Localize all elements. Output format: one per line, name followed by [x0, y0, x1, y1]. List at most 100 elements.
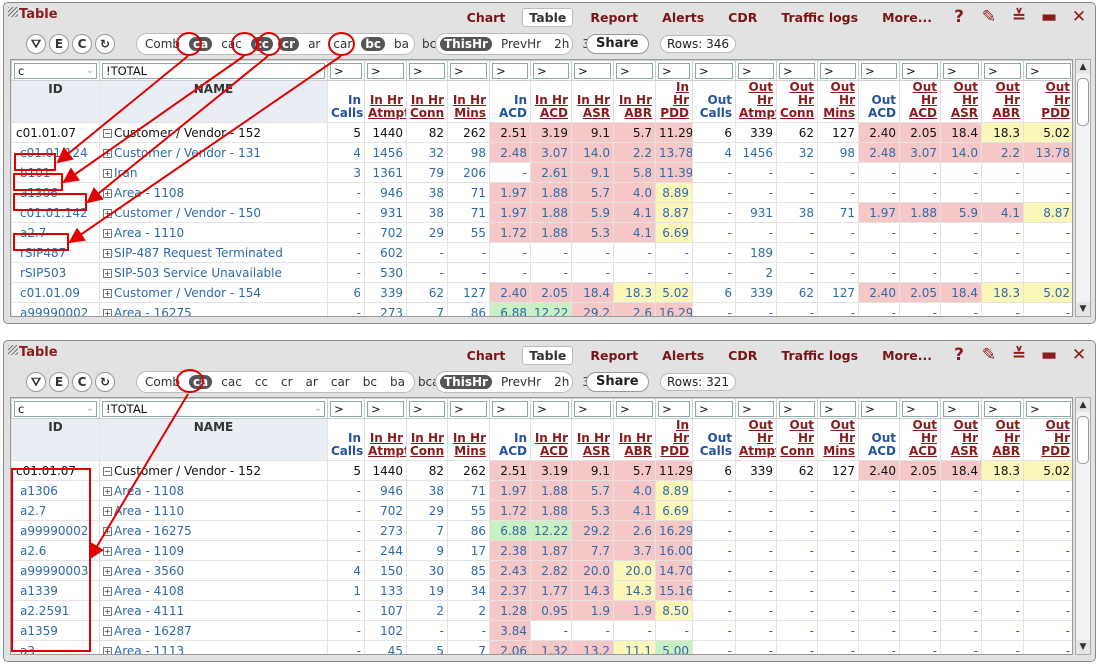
scroll-down-icon[interactable]: ▼: [1076, 640, 1090, 654]
chevron-down-icon[interactable]: ⌄: [313, 402, 322, 414]
col-header-metric[interactable]: Out Hr Atmpt: [735, 418, 777, 461]
menu-table[interactable]: Table: [522, 345, 574, 365]
metric-filter-input[interactable]: >: [574, 400, 611, 417]
help-icon[interactable]: ?: [954, 7, 964, 27]
expand-icon[interactable]: +: [103, 506, 112, 516]
table-row[interactable]: a99990003 + Area - 3560 4 150 30 85 2.43 2.82 20.…: [11, 560, 1072, 581]
group-tag-bc[interactable]: bc: [362, 375, 377, 389]
scroll-thumb[interactable]: [1077, 78, 1089, 126]
metric-filter-input[interactable]: >: [1026, 62, 1071, 79]
metric-filter-input[interactable]: >: [409, 400, 445, 417]
help-icon[interactable]: ?: [954, 345, 964, 365]
metric-filter-input[interactable]: >: [574, 62, 611, 79]
col-header-metric[interactable]: Out Hr Conn: [776, 418, 818, 461]
menu-report[interactable]: Report: [590, 9, 639, 25]
metric-filter-input[interactable]: >: [902, 62, 938, 79]
group-tag-bca[interactable]: bca: [417, 375, 440, 389]
metric-filter-input[interactable]: >: [695, 400, 733, 417]
menu-traffic-logs[interactable]: Traffic logs: [781, 9, 859, 25]
menu-traffic-logs[interactable]: Traffic logs: [781, 347, 859, 363]
col-header-metric[interactable]: In Hr Mins: [447, 80, 490, 123]
col-header-metric[interactable]: In Hr ACD: [530, 80, 572, 123]
resize-grip-icon[interactable]: [8, 345, 18, 355]
table-row[interactable]: a2.2591 + Area - 4111-107 2 2 1.28 0.95 1.9 1.9 8…: [11, 600, 1072, 621]
col-header-metric[interactable]: Out Calls: [692, 80, 736, 123]
table-row[interactable]: a1339 + Area - 4108 1 133 19 34 2.37 1.77 14.3 14.…: [11, 580, 1072, 601]
scroll-up-icon[interactable]: ▲: [1076, 398, 1090, 412]
row-name[interactable]: Area - 16287: [114, 623, 192, 638]
group-tag-bc[interactable]: bc: [361, 37, 385, 51]
expand-icon[interactable]: +: [103, 168, 112, 178]
chevron-down-icon[interactable]: ⌄: [85, 402, 94, 414]
row-name[interactable]: Iran: [114, 165, 138, 180]
scroll-thumb[interactable]: [1077, 416, 1089, 464]
edit-icon[interactable]: ✎: [981, 345, 997, 365]
col-header-metric[interactable]: Out Hr ACD: [899, 80, 941, 123]
col-header-metric[interactable]: Out Hr ABR: [981, 418, 1024, 461]
row-name[interactable]: Area - 16275: [114, 305, 192, 317]
expand-icon[interactable]: +: [103, 606, 112, 616]
expand-icon[interactable]: +: [103, 148, 112, 158]
table-row[interactable]: a99990002 + Area - 16275-273 7 86 6.88 12.22 29…: [11, 520, 1072, 541]
table-row[interactable]: a2.7 + Area - 1110-702 29 55 1.72 1.88 5.3 4.1 6.…: [11, 222, 1072, 243]
time-tag-prevhr[interactable]: PrevHr: [500, 37, 542, 51]
table-row[interactable]: a3 + Area - 1113-45 5 7 2.06 1.32 13.2 11.1 5.00-…: [11, 640, 1072, 654]
table-row[interactable]: a2.6 + Area - 1109-244 9 17 2.38 1.87 7.7 3.7 16.…: [11, 540, 1072, 561]
metric-filter-input[interactable]: >: [492, 400, 528, 417]
metric-filter-input[interactable]: >: [779, 400, 815, 417]
col-header-id[interactable]: ID: [11, 80, 100, 123]
vertical-scrollbar[interactable]: ▲ ▼: [1075, 59, 1091, 317]
scroll-down-icon[interactable]: ▼: [1076, 302, 1090, 316]
row-name[interactable]: Area - 4111: [114, 603, 185, 618]
col-header-name[interactable]: NAME: [99, 80, 328, 123]
expand-icon[interactable]: +: [103, 566, 112, 576]
metric-filter-input[interactable]: >: [943, 400, 979, 417]
table-row[interactable]: a99990002 + Area - 16275-273 7 86 6.88 12.22 29…: [11, 302, 1072, 317]
group-tag-comb[interactable]: Comb: [145, 37, 181, 51]
col-header-metric[interactable]: In Hr ABR: [613, 80, 656, 123]
menu-alerts[interactable]: Alerts: [662, 9, 705, 25]
row-name[interactable]: Area - 1110: [114, 225, 185, 240]
row-name[interactable]: Customer / Vendor - 150: [114, 205, 261, 220]
col-header-metric[interactable]: Out Hr Atmpt: [735, 80, 777, 123]
metric-filter-input[interactable]: >: [616, 62, 653, 79]
table-row[interactable]: c01.01.124 + Customer / Vendor - 131 4 1456 3…: [11, 142, 1072, 163]
scroll-up-icon[interactable]: ▲: [1076, 60, 1090, 74]
time-tag-thishr[interactable]: ThisHr: [440, 37, 492, 51]
table-row[interactable]: rSIP487 + SIP-487 Request Terminated -602- -…: [11, 242, 1072, 263]
row-name[interactable]: Customer / Vendor - 152: [114, 125, 261, 140]
menu-more[interactable]: More...: [882, 9, 932, 25]
row-name[interactable]: SIP-487 Request Terminated: [114, 245, 283, 260]
col-header-metric[interactable]: Out Hr ABR: [981, 80, 1024, 123]
tool-e-button[interactable]: E: [49, 372, 69, 392]
group-tag-ba[interactable]: ba: [393, 37, 409, 51]
table-row[interactable]: c01.01.07− Customer / Vendor - 152 5 1440 82…: [11, 122, 1072, 143]
col-header-metric[interactable]: In Hr ACD: [530, 418, 572, 461]
col-header-metric[interactable]: Out Hr Mins: [817, 80, 859, 123]
menu-table[interactable]: Table: [522, 7, 574, 27]
row-id[interactable]: c01.01.07: [11, 122, 100, 143]
tool-e-button[interactable]: E: [49, 34, 69, 54]
expand-icon[interactable]: +: [103, 486, 112, 496]
menu-chart[interactable]: Chart: [466, 9, 506, 25]
refresh-icon[interactable]: ↻: [95, 372, 115, 392]
row-id[interactable]: rSIP503: [11, 262, 100, 283]
table-row[interactable]: a1306 + Area - 1108-946 38 71 1.97 1.88 5.7 4.0 8…: [11, 182, 1072, 203]
row-name[interactable]: Customer / Vendor - 154: [114, 285, 261, 300]
group-tag-ar[interactable]: ar: [308, 37, 321, 51]
metric-filter-input[interactable]: >: [820, 62, 856, 79]
col-header-metric[interactable]: In Hr ASR: [571, 80, 614, 123]
expand-icon[interactable]: +: [103, 586, 112, 596]
metric-filter-input[interactable]: >: [779, 62, 815, 79]
metric-filter-input[interactable]: >: [367, 62, 404, 79]
row-name[interactable]: Area - 1109: [114, 543, 185, 558]
col-header-metric[interactable]: In ACD: [489, 80, 531, 123]
metric-filter-input[interactable]: >: [450, 400, 487, 417]
filter-icon[interactable]: ⛛: [26, 372, 46, 392]
table-row[interactable]: a1306 + Area - 1108-946 38 71 1.97 1.88 5.7 4.0 8…: [11, 480, 1072, 501]
row-name[interactable]: Customer / Vendor - 131: [114, 145, 261, 160]
menu-cdr[interactable]: CDR: [728, 347, 758, 363]
group-tag-cr[interactable]: cr: [278, 37, 300, 51]
menu-cdr[interactable]: CDR: [728, 9, 758, 25]
share-button[interactable]: Share: [586, 372, 649, 392]
